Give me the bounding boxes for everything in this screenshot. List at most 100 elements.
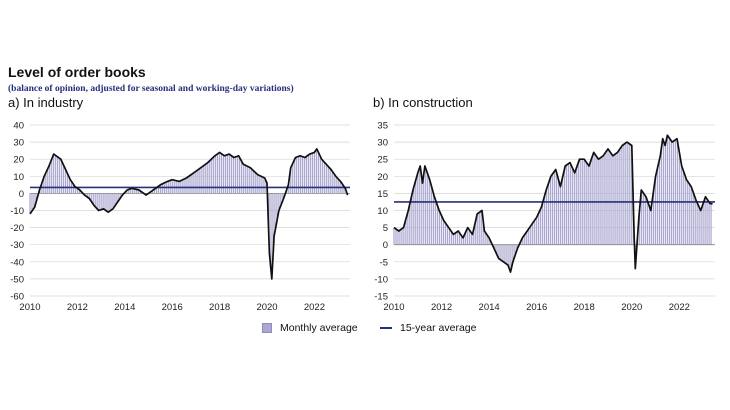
construction-bar xyxy=(500,244,502,261)
construction-bar xyxy=(660,147,663,245)
construction-xtick-label: 2010 xyxy=(383,302,404,313)
construction-bar xyxy=(508,244,510,268)
industry-bar xyxy=(211,158,213,194)
construction-bar xyxy=(486,235,488,245)
construction-bar xyxy=(670,140,673,245)
industry-bar xyxy=(76,188,79,194)
industry-bar xyxy=(138,189,140,194)
industry-bar xyxy=(33,193,35,209)
construction-bar xyxy=(434,200,437,245)
construction-bar xyxy=(587,164,589,245)
industry-bar xyxy=(102,193,104,209)
construction-ytick-label: 0 xyxy=(383,240,388,251)
industry-bar xyxy=(276,193,278,222)
industry-bar xyxy=(197,169,199,194)
industry-bar xyxy=(327,166,329,194)
industry-bar xyxy=(230,155,233,194)
industry-bar xyxy=(205,164,207,194)
industry-ytick-label: 10 xyxy=(13,172,24,183)
industry-bar xyxy=(238,157,240,194)
construction-bar xyxy=(575,168,577,245)
construction-bar xyxy=(684,176,686,245)
construction-bar xyxy=(474,222,476,245)
industry-ytick-label: -20 xyxy=(10,223,24,234)
construction-ytick-label: 15 xyxy=(377,189,388,200)
industry-bar xyxy=(335,176,337,194)
industry-bar xyxy=(242,164,244,194)
industry-xtick-label: 2014 xyxy=(114,302,135,313)
industry-bar xyxy=(315,149,318,194)
construction-bar xyxy=(429,179,431,245)
industry-bar xyxy=(252,170,254,194)
construction-bar xyxy=(476,213,478,245)
construction-bar xyxy=(484,232,486,245)
construction-bar xyxy=(413,187,415,245)
industry-bar xyxy=(300,155,302,194)
industry-bar xyxy=(296,157,298,194)
industry-series-line xyxy=(29,148,349,280)
industry-bar xyxy=(292,163,294,194)
industry-bar xyxy=(321,160,323,194)
industry-bar xyxy=(272,193,274,258)
construction-bar xyxy=(561,178,564,245)
construction-bar xyxy=(512,244,514,262)
construction-ytick-label: -10 xyxy=(374,274,388,285)
construction-bar xyxy=(611,154,613,245)
industry-bar xyxy=(317,152,320,194)
industry-bar xyxy=(189,175,191,194)
industry-bar xyxy=(228,154,231,194)
industry-bar xyxy=(136,189,138,194)
construction-bar xyxy=(460,235,462,245)
industry-bar xyxy=(153,189,156,194)
industry-bar xyxy=(43,177,45,194)
construction-bar xyxy=(682,170,684,245)
industry-bar xyxy=(134,188,136,194)
construction-bar xyxy=(567,163,569,245)
industry-bar xyxy=(118,193,120,201)
construction-bar xyxy=(510,244,512,271)
construction-bar xyxy=(589,162,591,245)
industry-bar xyxy=(31,193,33,212)
construction-bar xyxy=(647,201,649,245)
industry-bar xyxy=(100,193,102,210)
construction-bar xyxy=(482,220,484,245)
industry-bar xyxy=(159,184,161,194)
industry-bar xyxy=(140,191,142,194)
industry-bar xyxy=(311,153,314,194)
construction-bar xyxy=(678,152,680,245)
industry-bar xyxy=(90,193,92,202)
construction-bar xyxy=(472,231,474,245)
industry-ytick-label: -40 xyxy=(10,257,24,268)
construction-bar xyxy=(454,233,457,245)
construction-bar xyxy=(666,135,669,245)
industry-bar xyxy=(319,156,321,194)
construction-bar xyxy=(674,139,676,245)
construction-bar xyxy=(688,183,690,245)
industry-bar xyxy=(72,184,75,194)
industry-bar xyxy=(68,178,71,194)
construction-bar xyxy=(444,223,447,245)
construction-bar xyxy=(522,237,524,245)
construction-bar xyxy=(440,215,443,245)
industry-bar xyxy=(270,193,272,271)
industry-bar xyxy=(94,193,96,207)
construction-bar xyxy=(532,223,534,245)
construction-bar xyxy=(577,162,579,245)
industry-bar xyxy=(260,176,262,194)
industry-bar xyxy=(84,193,86,196)
construction-bar xyxy=(668,138,671,245)
industry-bar xyxy=(29,193,31,214)
construction-bar xyxy=(595,155,597,245)
industry-bar xyxy=(86,193,88,198)
construction-xtick-label: 2022 xyxy=(669,302,690,313)
construction-ytick-label: 5 xyxy=(383,223,388,234)
industry-bar xyxy=(236,156,239,194)
construction-bar xyxy=(458,232,461,245)
construction-bar xyxy=(498,244,500,259)
construction-bar xyxy=(654,176,657,245)
construction-bar xyxy=(436,205,439,245)
industry-bar xyxy=(191,174,193,194)
construction-bar xyxy=(557,179,560,245)
construction-ytick-label: 25 xyxy=(377,155,388,166)
